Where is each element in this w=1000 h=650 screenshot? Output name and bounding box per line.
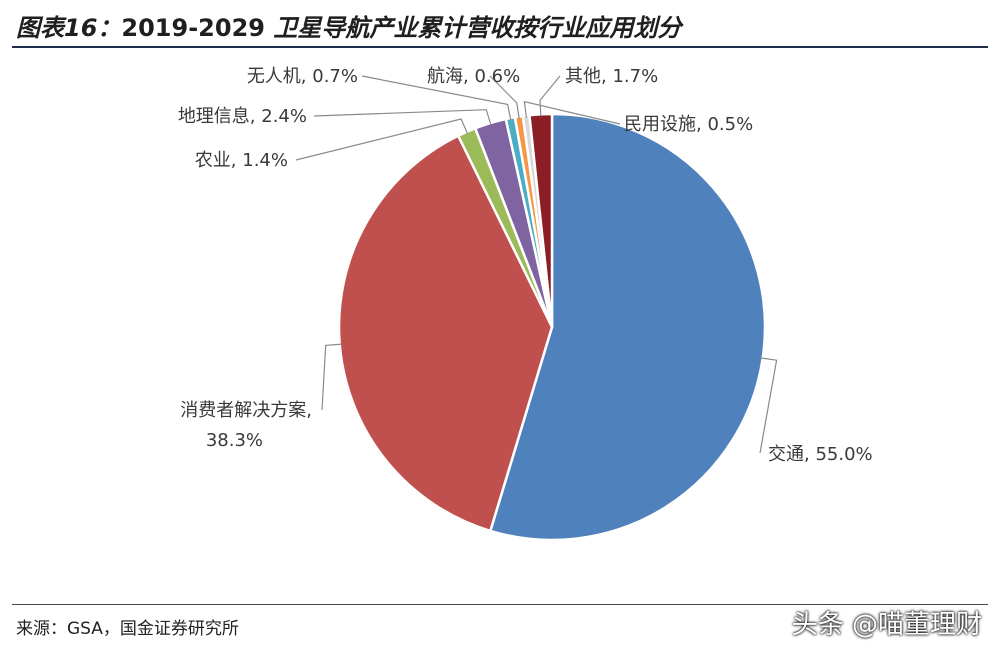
- watermark: 头条 @喵董理财: [791, 610, 982, 640]
- leader-line-1: [321, 343, 342, 411]
- source-note: 来源：GSA，国金证券研究所: [16, 619, 239, 639]
- leader-line-0: [759, 357, 778, 454]
- leader-line-2: [295, 118, 469, 161]
- title-prefix: 图表16：: [16, 14, 122, 42]
- label-agriculture: 农业, 1.4%: [195, 150, 288, 171]
- title-years: 2019-2029: [121, 14, 265, 42]
- leader-line-3: [313, 109, 492, 126]
- chart-title: 图表16：2019-2029 卫星导航产业累计营收按行业应用划分: [16, 8, 681, 43]
- title-divider: [12, 46, 988, 48]
- pie-slices: [337, 112, 767, 542]
- leader-line-7: [539, 75, 561, 117]
- title-text: 卫星导航产业累计营收按行业应用划分: [273, 14, 682, 42]
- label-consumer-line1: 消费者解决方案,: [180, 400, 312, 421]
- label-leader-lines: [295, 75, 778, 454]
- label-other: 其他, 1.7%: [565, 66, 658, 87]
- leader-line-6: [523, 100, 621, 125]
- label-consumer-line2: 38.3%: [206, 430, 263, 451]
- label-drone: 无人机, 0.7%: [247, 66, 358, 87]
- leader-line-5: [489, 75, 520, 119]
- label-geoinfo: 地理信息, 2.4%: [178, 106, 307, 127]
- label-marine: 航海, 0.6%: [427, 66, 520, 87]
- leader-line-4: [361, 75, 512, 121]
- label-civil-infra: 民用设施, 0.5%: [624, 114, 753, 135]
- slice-labels: 交通, 55.0% 消费者解决方案, 38.3% 农业, 1.4% 地理信息, …: [178, 66, 873, 465]
- footer-divider: [12, 604, 988, 605]
- label-transport: 交通, 55.0%: [768, 444, 873, 465]
